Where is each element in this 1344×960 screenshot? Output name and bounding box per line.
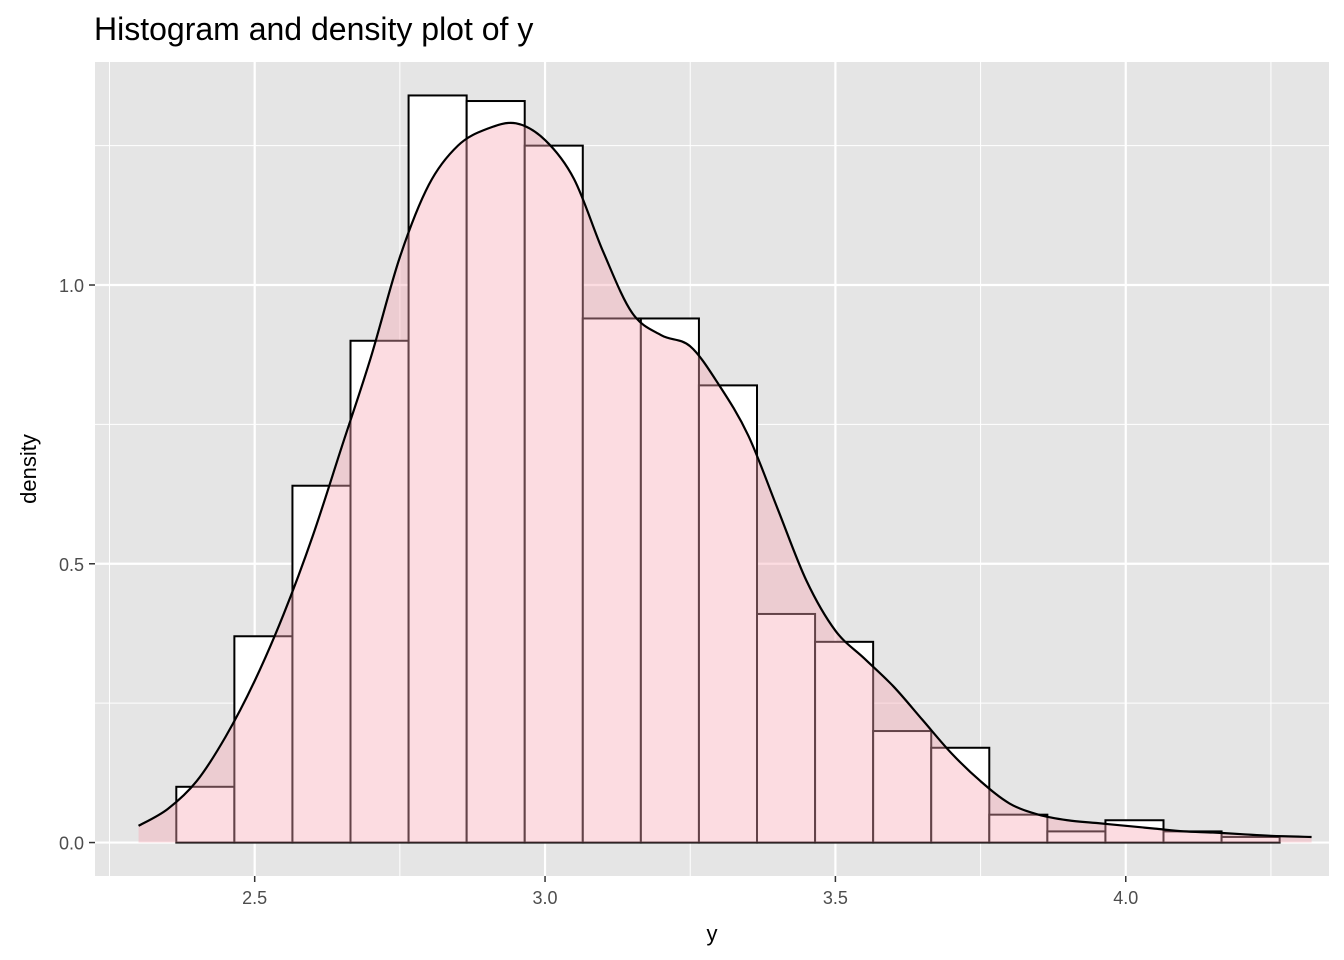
histogram-bar (465, 100, 526, 844)
y-tick-label: 0.0 (59, 834, 84, 854)
x-tick-label: 3.5 (823, 888, 848, 908)
histogram-bar (697, 384, 759, 844)
y-tick-label: 0.5 (59, 555, 84, 575)
x-axis-label: y (707, 921, 718, 946)
histogram-bar (233, 635, 294, 844)
histogram-bar (581, 317, 642, 844)
histogram-bar (814, 640, 875, 844)
histogram-bar (988, 813, 1049, 844)
density-line (138, 121, 1312, 839)
histogram-bar (1220, 835, 1281, 844)
chart-title: Histogram and density plot of y (94, 11, 533, 47)
histogram-bar (872, 730, 933, 844)
x-tick-label: 2.5 (242, 888, 267, 908)
y-axis-ticks: 0.0 0.5 1.0 (59, 276, 95, 854)
y-tick-label: 1.0 (59, 276, 84, 296)
x-axis-ticks: 2.5 3.0 3.5 4.0 (242, 876, 1138, 908)
histogram-bar (349, 339, 410, 844)
density-area (138, 122, 1312, 843)
y-axis-label: density (16, 434, 41, 504)
x-tick-label: 4.0 (1113, 888, 1138, 908)
x-tick-label: 3.0 (533, 888, 558, 908)
histogram-bars (175, 94, 1281, 844)
